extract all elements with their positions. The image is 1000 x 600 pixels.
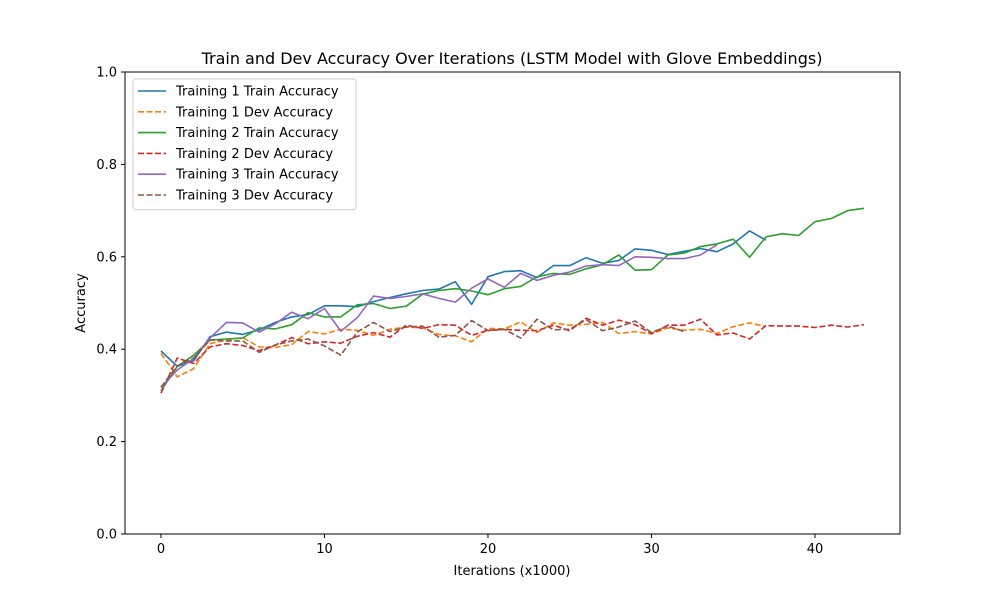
legend-label-2: Training 1 Dev Accuracy	[175, 105, 333, 120]
series-line-5	[160, 244, 718, 389]
legend-box	[132, 78, 357, 211]
series-line-2	[160, 321, 767, 378]
legend-label-4: Training 2 Dev Accuracy	[175, 147, 333, 162]
y-tick-label: 0.2	[96, 435, 117, 450]
y-tick-label: 1.0	[96, 66, 117, 81]
legend-label-5: Training 3 Train Accuracy	[175, 168, 339, 183]
legend-label-1: Training 1 Train Accuracy	[175, 85, 339, 100]
y-tick-label: 0.4	[96, 343, 117, 358]
x-tick-label: 20	[480, 542, 497, 557]
legend-label-6: Training 3 Dev Accuracy	[175, 189, 333, 204]
legend: Training 1 Train Accuracy Training 1 Dev …	[132, 78, 357, 211]
series-line-1	[160, 230, 767, 368]
legend-label-3: Training 2 Train Accuracy	[175, 126, 339, 141]
series-line-3	[160, 207, 865, 392]
x-tick-label: 40	[807, 542, 824, 557]
plot-frame	[124, 71, 901, 535]
y-tick-label: 0.0	[96, 528, 117, 543]
chart-title: Train and Dev Accuracy Over Iterations (…	[201, 49, 823, 68]
y-tick-label: 0.8	[96, 158, 117, 173]
x-tick-label: 0	[157, 542, 165, 557]
x-axis-label: Iterations (x1000)	[454, 564, 571, 579]
plot-lines	[160, 207, 865, 394]
series-line-4	[160, 317, 865, 394]
x-tick-label: 30	[643, 542, 660, 557]
series-line-6	[160, 318, 685, 388]
y-axis-label: Accuracy	[74, 273, 89, 333]
y-tick-label: 0.6	[96, 250, 117, 265]
x-tick-label: 10	[316, 542, 333, 557]
axes: 0 10 20 30 40 0.0 0.2 0.4 0.6 0.8 1.0	[96, 66, 901, 557]
